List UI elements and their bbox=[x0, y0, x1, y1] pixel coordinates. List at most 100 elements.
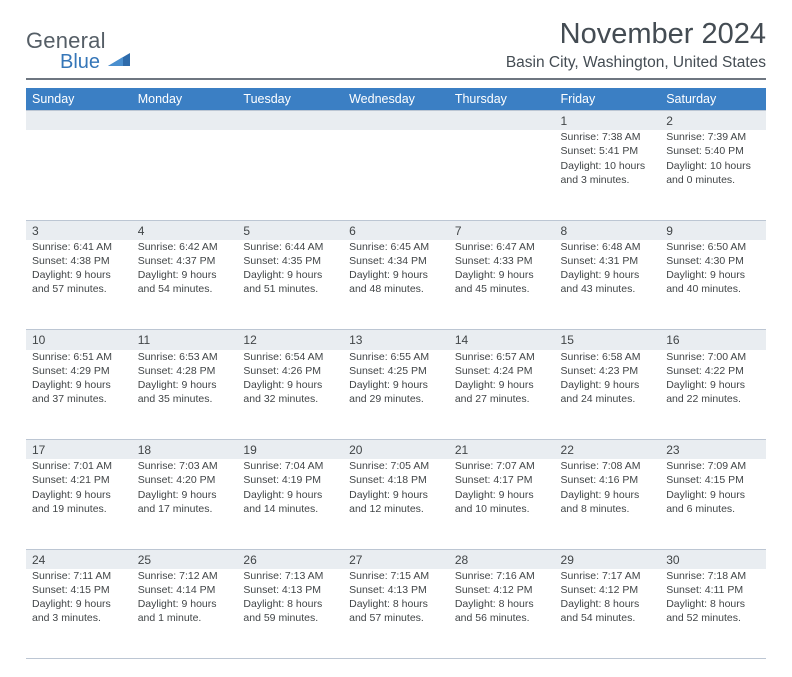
day-number: 30 bbox=[660, 549, 766, 569]
sunset-text: Sunset: 4:15 PM bbox=[32, 583, 126, 597]
day-cell: Sunrise: 7:01 AMSunset: 4:21 PMDaylight:… bbox=[26, 459, 132, 549]
day-number: 24 bbox=[26, 549, 132, 569]
day-cell: Sunrise: 7:00 AMSunset: 4:22 PMDaylight:… bbox=[660, 350, 766, 440]
sunset-text: Sunset: 4:30 PM bbox=[666, 254, 760, 268]
day-number: 4 bbox=[132, 220, 238, 240]
sunrise-text: Sunrise: 7:09 AM bbox=[666, 459, 760, 473]
weekday-header: Thursday bbox=[449, 88, 555, 111]
daylight-text: Daylight: 9 hours and 51 minutes. bbox=[243, 268, 337, 296]
day-number: 23 bbox=[660, 440, 766, 460]
daylight-text: Daylight: 8 hours and 56 minutes. bbox=[455, 597, 549, 625]
day-number: 18 bbox=[132, 440, 238, 460]
daylight-text: Daylight: 9 hours and 37 minutes. bbox=[32, 378, 126, 406]
sunrise-text: Sunrise: 6:50 AM bbox=[666, 240, 760, 254]
daylight-text: Daylight: 9 hours and 19 minutes. bbox=[32, 488, 126, 516]
sunrise-text: Sunrise: 6:54 AM bbox=[243, 350, 337, 364]
day-number: 10 bbox=[26, 330, 132, 350]
day-number: 9 bbox=[660, 220, 766, 240]
sunset-text: Sunset: 4:28 PM bbox=[138, 364, 232, 378]
daynum-row: 10111213141516 bbox=[26, 330, 766, 350]
day-cell: Sunrise: 7:05 AMSunset: 4:18 PMDaylight:… bbox=[343, 459, 449, 549]
week-row: Sunrise: 7:38 AMSunset: 5:41 PMDaylight:… bbox=[26, 130, 766, 220]
sunrise-text: Sunrise: 7:12 AM bbox=[138, 569, 232, 583]
month-title: November 2024 bbox=[506, 18, 766, 51]
sunset-text: Sunset: 5:41 PM bbox=[561, 144, 655, 158]
day-cell: Sunrise: 7:12 AMSunset: 4:14 PMDaylight:… bbox=[132, 569, 238, 659]
day-number: 21 bbox=[449, 440, 555, 460]
daylight-text: Daylight: 9 hours and 22 minutes. bbox=[666, 378, 760, 406]
sunset-text: Sunset: 4:19 PM bbox=[243, 473, 337, 487]
day-number: 8 bbox=[555, 220, 661, 240]
daylight-text: Daylight: 9 hours and 57 minutes. bbox=[32, 268, 126, 296]
daynum-row: 12 bbox=[26, 111, 766, 131]
sunset-text: Sunset: 4:13 PM bbox=[243, 583, 337, 597]
day-number bbox=[132, 111, 238, 131]
daylight-text: Daylight: 9 hours and 1 minute. bbox=[138, 597, 232, 625]
daylight-text: Daylight: 10 hours and 3 minutes. bbox=[561, 159, 655, 187]
sunrise-text: Sunrise: 7:11 AM bbox=[32, 569, 126, 583]
sunset-text: Sunset: 4:29 PM bbox=[32, 364, 126, 378]
day-number bbox=[343, 111, 449, 131]
sunrise-text: Sunrise: 7:18 AM bbox=[666, 569, 760, 583]
sunrise-text: Sunrise: 7:13 AM bbox=[243, 569, 337, 583]
daylight-text: Daylight: 9 hours and 10 minutes. bbox=[455, 488, 549, 516]
day-cell: Sunrise: 7:39 AMSunset: 5:40 PMDaylight:… bbox=[660, 130, 766, 220]
day-number: 20 bbox=[343, 440, 449, 460]
location: Basin City, Washington, United States bbox=[506, 54, 766, 72]
sunrise-text: Sunrise: 7:16 AM bbox=[455, 569, 549, 583]
day-number: 28 bbox=[449, 549, 555, 569]
daynum-row: 17181920212223 bbox=[26, 440, 766, 460]
daylight-text: Daylight: 9 hours and 6 minutes. bbox=[666, 488, 760, 516]
daylight-text: Daylight: 9 hours and 45 minutes. bbox=[455, 268, 549, 296]
sunset-text: Sunset: 4:12 PM bbox=[561, 583, 655, 597]
logo-word2: Blue bbox=[60, 50, 130, 72]
sunrise-text: Sunrise: 6:51 AM bbox=[32, 350, 126, 364]
week-row: Sunrise: 6:41 AMSunset: 4:38 PMDaylight:… bbox=[26, 240, 766, 330]
weekday-header: Friday bbox=[555, 88, 661, 111]
sunset-text: Sunset: 4:31 PM bbox=[561, 254, 655, 268]
top-rule bbox=[26, 78, 766, 80]
daylight-text: Daylight: 9 hours and 14 minutes. bbox=[243, 488, 337, 516]
sunrise-text: Sunrise: 6:55 AM bbox=[349, 350, 443, 364]
day-number: 16 bbox=[660, 330, 766, 350]
sunset-text: Sunset: 5:40 PM bbox=[666, 144, 760, 158]
sunrise-text: Sunrise: 6:57 AM bbox=[455, 350, 549, 364]
daylight-text: Daylight: 9 hours and 3 minutes. bbox=[32, 597, 126, 625]
day-cell: Sunrise: 7:38 AMSunset: 5:41 PMDaylight:… bbox=[555, 130, 661, 220]
weekday-header-row: SundayMondayTuesdayWednesdayThursdayFrid… bbox=[26, 88, 766, 111]
sunrise-text: Sunrise: 7:17 AM bbox=[561, 569, 655, 583]
sunset-text: Sunset: 4:35 PM bbox=[243, 254, 337, 268]
sunrise-text: Sunrise: 7:04 AM bbox=[243, 459, 337, 473]
sunset-text: Sunset: 4:21 PM bbox=[32, 473, 126, 487]
day-number: 1 bbox=[555, 111, 661, 131]
sunset-text: Sunset: 4:12 PM bbox=[455, 583, 549, 597]
daylight-text: Daylight: 10 hours and 0 minutes. bbox=[666, 159, 760, 187]
daylight-text: Daylight: 9 hours and 43 minutes. bbox=[561, 268, 655, 296]
day-cell: Sunrise: 6:50 AMSunset: 4:30 PMDaylight:… bbox=[660, 240, 766, 330]
sunset-text: Sunset: 4:16 PM bbox=[561, 473, 655, 487]
sunset-text: Sunset: 4:24 PM bbox=[455, 364, 549, 378]
sunrise-text: Sunrise: 7:15 AM bbox=[349, 569, 443, 583]
sunset-text: Sunset: 4:22 PM bbox=[666, 364, 760, 378]
sunrise-text: Sunrise: 6:58 AM bbox=[561, 350, 655, 364]
day-cell: Sunrise: 7:18 AMSunset: 4:11 PMDaylight:… bbox=[660, 569, 766, 659]
day-cell: Sunrise: 6:41 AMSunset: 4:38 PMDaylight:… bbox=[26, 240, 132, 330]
week-row: Sunrise: 7:01 AMSunset: 4:21 PMDaylight:… bbox=[26, 459, 766, 549]
logo-word1: General bbox=[26, 30, 106, 52]
daylight-text: Daylight: 8 hours and 52 minutes. bbox=[666, 597, 760, 625]
header: General Blue November 2024 Basin City, W… bbox=[26, 18, 766, 72]
daylight-text: Daylight: 9 hours and 32 minutes. bbox=[243, 378, 337, 406]
calendar-table: SundayMondayTuesdayWednesdayThursdayFrid… bbox=[26, 88, 766, 659]
day-cell: Sunrise: 7:07 AMSunset: 4:17 PMDaylight:… bbox=[449, 459, 555, 549]
day-cell: Sunrise: 7:04 AMSunset: 4:19 PMDaylight:… bbox=[237, 459, 343, 549]
day-cell: Sunrise: 7:11 AMSunset: 4:15 PMDaylight:… bbox=[26, 569, 132, 659]
sunrise-text: Sunrise: 7:05 AM bbox=[349, 459, 443, 473]
daylight-text: Daylight: 9 hours and 48 minutes. bbox=[349, 268, 443, 296]
weekday-header: Tuesday bbox=[237, 88, 343, 111]
sunset-text: Sunset: 4:14 PM bbox=[138, 583, 232, 597]
daylight-text: Daylight: 9 hours and 24 minutes. bbox=[561, 378, 655, 406]
sunset-text: Sunset: 4:17 PM bbox=[455, 473, 549, 487]
sunset-text: Sunset: 4:13 PM bbox=[349, 583, 443, 597]
daylight-text: Daylight: 9 hours and 35 minutes. bbox=[138, 378, 232, 406]
day-cell: Sunrise: 6:48 AMSunset: 4:31 PMDaylight:… bbox=[555, 240, 661, 330]
